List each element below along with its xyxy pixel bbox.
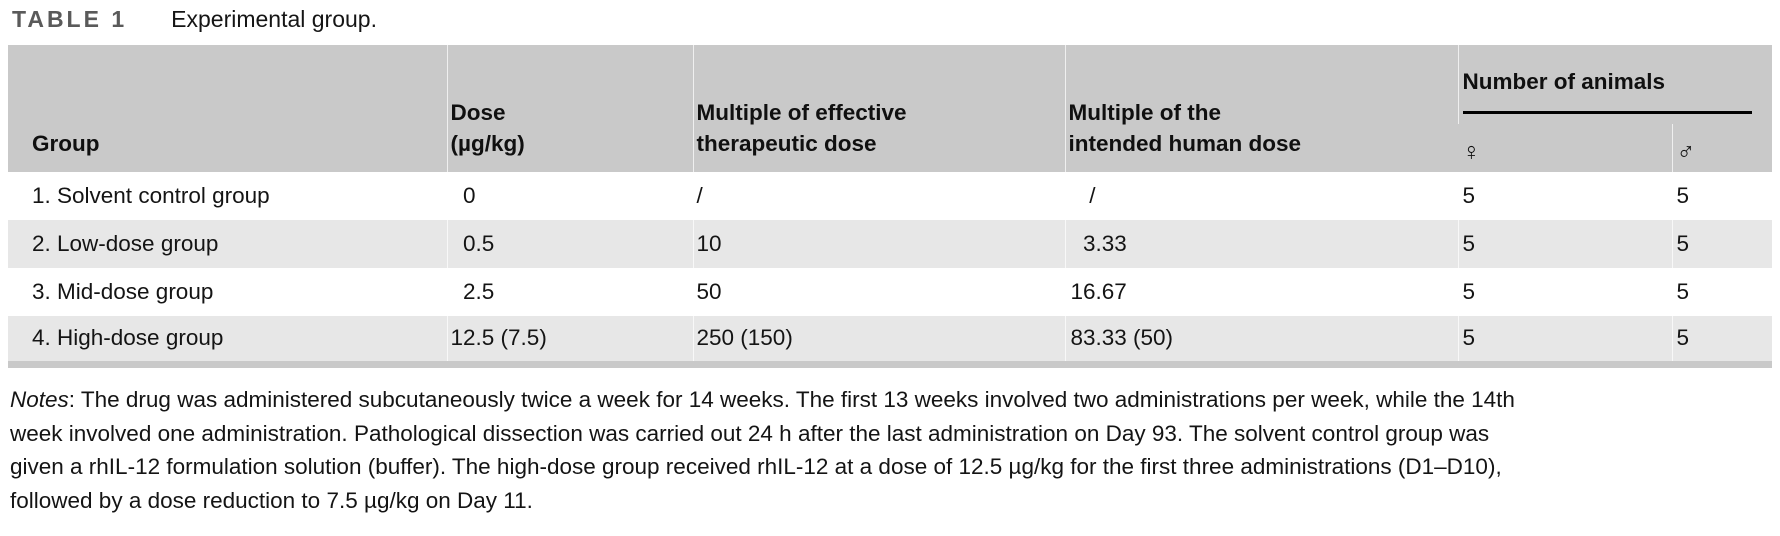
column-header-dose: Dose (µg/kg) — [446, 45, 693, 172]
table-caption: TABLE 1 Experimental group. — [12, 6, 377, 33]
column-header-group: Group — [8, 45, 447, 172]
female-symbol-icon: ♀ — [1458, 124, 1672, 172]
cell-male-count: 5 — [1671, 268, 1773, 316]
cell-male-count: 5 — [1671, 316, 1773, 368]
notes-line: followed by a dose reduction to 7.5 µg/k… — [10, 484, 1770, 518]
column-header-dose-line1: Dose — [450, 100, 506, 125]
table-row: 3. Mid-dose group 2.5 50 16.67 5 5 — [8, 268, 1773, 316]
cell-dose: 12.5 (7.5) — [446, 316, 693, 368]
table-row: 1. Solvent control group 0//5 5 — [8, 172, 1773, 220]
notes-line3-text: given a rhIL-12 formulation solution (bu… — [10, 454, 1502, 479]
cell-multiple-human-dose: / — [1064, 172, 1458, 220]
notes-line4-text: followed by a dose reduction to 7.5 µg/k… — [10, 487, 533, 513]
cell-multiple-effective-dose: 10 — [692, 220, 1065, 268]
table-number-label: TABLE 1 — [12, 6, 128, 32]
cell-multiple-effective-dose: / — [692, 172, 1065, 220]
notes-line2-text: week involved one administration. Pathol… — [10, 420, 1490, 446]
cell-dose: 2.5 — [446, 268, 693, 316]
notes-line: week involved one administration. Pathol… — [10, 417, 1770, 451]
column-header-dose-line2: (µg/kg) — [450, 131, 525, 156]
cell-group: 4. High-dose group — [8, 316, 447, 368]
notes-line1-text: The drug was administered subcutaneously… — [80, 387, 1515, 412]
cell-group: 1. Solvent control group — [32, 183, 270, 208]
cell-dose: 0 — [446, 172, 693, 220]
header-row-top: Group Dose (µg/kg) Multiple of effective… — [8, 45, 1773, 172]
column-header-multiple-effective-line1: Multiple of effective — [696, 100, 907, 125]
column-header-multiple-human-line1: Multiple of the — [1068, 100, 1221, 125]
column-header-multiple-effective-line2: therapeutic dose — [696, 131, 877, 156]
cell-multiple-human-dose: 16.67 — [1064, 268, 1458, 316]
cell-female-count: 5 — [1457, 220, 1672, 268]
table-body: 1. Solvent control group 0//5 5 2. Low-dose… — [8, 172, 1773, 368]
cell-group: 2. Low-dose group — [32, 231, 219, 256]
notes-line: Notes: The drug was administered subcuta… — [10, 387, 1515, 412]
cell-female-count: 5 — [1457, 268, 1672, 316]
column-header-multiple-human-line2: intended human dose — [1068, 131, 1302, 156]
table-row: 2. Low-dose group 0.5 10 3.33 5 5 — [8, 220, 1773, 268]
header-row-sex: ♀ ♂ — [8, 124, 1773, 172]
column-header-multiple-effective-dose: Multiple of effective therapeutic dose — [692, 45, 1065, 172]
column-header-multiple-human-dose: Multiple of the intended human dose — [1064, 45, 1458, 172]
cell-group: 3. Mid-dose group — [32, 279, 214, 304]
male-symbol-icon: ♂ — [1671, 124, 1773, 172]
table-header: Group Dose (µg/kg) Multiple of effective… — [8, 45, 1773, 172]
table-notes: Notes: The drug was administered subcuta… — [10, 383, 1770, 517]
experimental-group-table: Group Dose (µg/kg) Multiple of effective… — [8, 45, 1773, 368]
column-header-number-of-animals: Number of animals — [1457, 45, 1773, 124]
cell-male-count: 5 — [1671, 220, 1773, 268]
cell-multiple-human-dose: 83.33 (50) — [1064, 316, 1458, 368]
cell-multiple-effective-dose: 50 — [692, 268, 1065, 316]
column-header-group-label: Group — [32, 131, 100, 156]
table-row: 4. High-dose group 12.5 (7.5) 250 (150) 83.… — [8, 316, 1773, 368]
notes-prefix: Notes — [10, 387, 69, 412]
table-title: Experimental group. — [171, 6, 377, 32]
cell-dose: 0.5 — [446, 220, 693, 268]
cell-male-count: 5 — [1671, 172, 1773, 220]
notes-line: given a rhIL-12 formulation solution (bu… — [10, 450, 1770, 484]
number-of-animals-rule — [1462, 111, 1753, 114]
cell-multiple-effective-dose: 250 (150) — [692, 316, 1065, 368]
cell-multiple-human-dose: 3.33 — [1064, 220, 1458, 268]
cell-female-count: 5 — [1457, 172, 1672, 220]
number-of-animals-label: Number of animals — [1462, 69, 1666, 94]
cell-female-count: 5 — [1457, 316, 1672, 368]
